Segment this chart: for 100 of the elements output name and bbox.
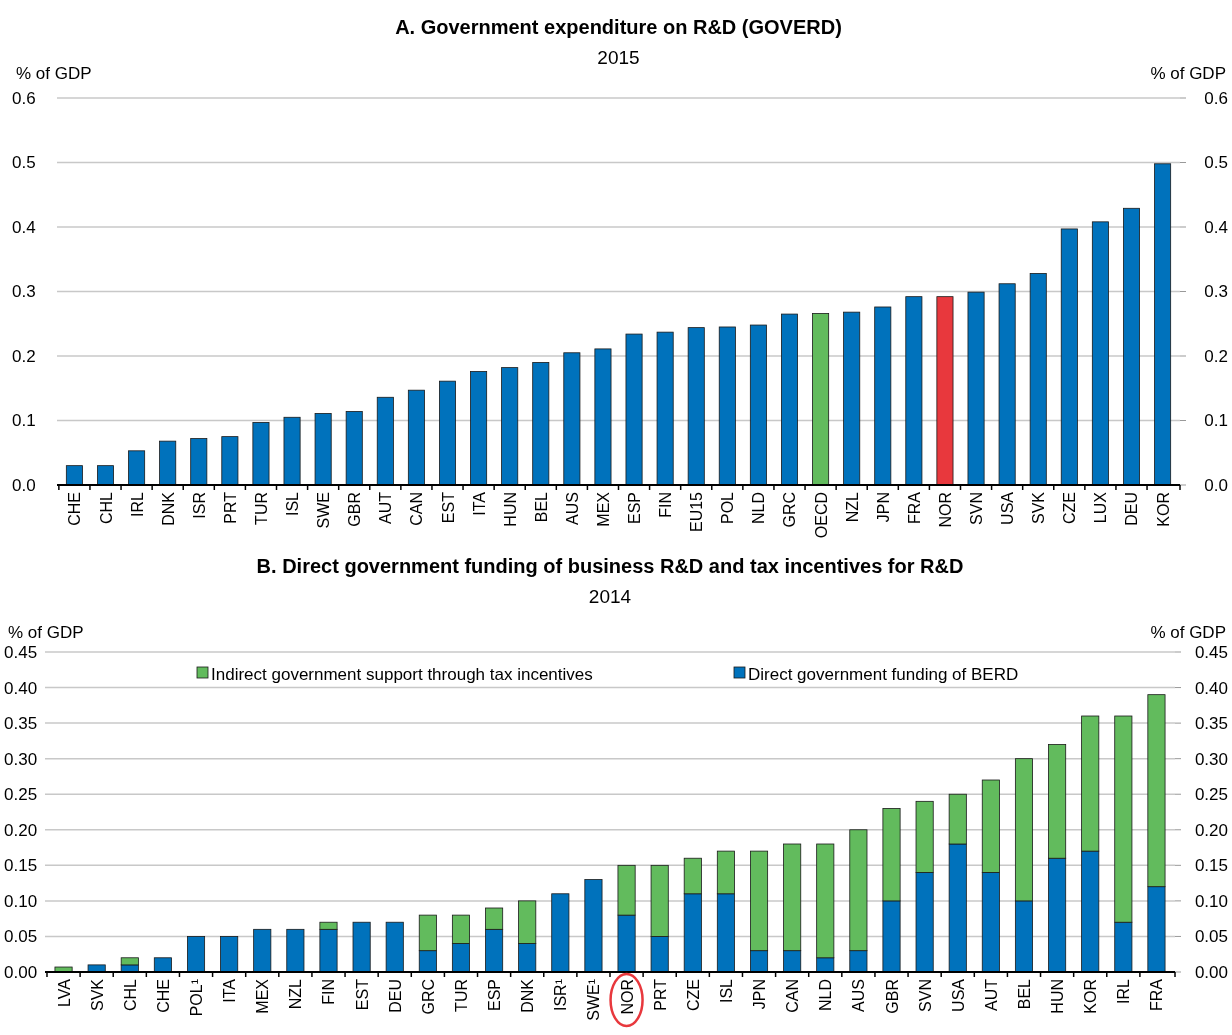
bar — [781, 313, 798, 486]
x-tick-label: ISR — [190, 492, 208, 519]
bar — [1154, 163, 1172, 486]
x-tick-label: USA — [949, 978, 967, 1012]
y2-tick-label: 0.15 — [1194, 856, 1228, 876]
x-tick-label: ISL — [284, 491, 302, 517]
x-tick-label: FRA — [1148, 978, 1166, 1011]
x-tick-label: SVK — [88, 978, 106, 1012]
x-tick-label: ESP — [486, 979, 504, 1012]
y-tick-label: 0.5 — [12, 153, 36, 173]
x-tick-label: SWE — [315, 492, 333, 529]
x-tick-label: SVK — [1030, 491, 1048, 525]
bar — [159, 440, 177, 486]
legend-label: Direct government funding of BERD — [748, 664, 1019, 684]
bar — [190, 438, 208, 486]
x-tick-label: SWE¹ — [585, 979, 603, 1021]
x-tick-label: OECD — [812, 492, 830, 539]
y-tick-label: 0.15 — [4, 856, 38, 876]
bar — [718, 326, 736, 486]
bar — [220, 936, 239, 973]
y2-axis-title: % of GDP — [1150, 623, 1226, 642]
y-tick-label: 0.45 — [4, 642, 38, 662]
y-axis-title: % of GDP — [8, 623, 84, 642]
y-tick-label: 0.2 — [12, 346, 36, 366]
bar — [1060, 228, 1078, 486]
x-tick-label: DNK — [519, 978, 537, 1013]
x-tick-label: POL¹ — [188, 979, 206, 1017]
chart-title: A. Government expenditure on R&D (GOVERD) — [395, 16, 842, 38]
bar — [187, 936, 206, 973]
x-tick-label: TUR — [252, 492, 270, 525]
bar — [376, 396, 394, 486]
y2-tick-label: 0.10 — [1194, 891, 1228, 911]
chart-subtitle: 2014 — [588, 586, 632, 607]
bar — [283, 416, 301, 486]
x-tick-label: GBR — [346, 492, 364, 527]
bar — [594, 348, 612, 486]
x-tick-label: CHL — [97, 491, 115, 525]
y-tick-label: 0.3 — [12, 282, 36, 302]
x-tick-label: NZL — [843, 491, 861, 523]
x-tick-label: JPN — [751, 979, 769, 1010]
chart-title: B. Direct government funding of business R&D and tax incentives for R&D — [256, 555, 964, 577]
bar — [563, 352, 581, 486]
x-tick-label: NOR — [618, 979, 636, 1015]
y-tick-label: 0.05 — [4, 927, 38, 947]
y2-tick-label: 0.35 — [1194, 714, 1228, 734]
bar — [1091, 221, 1109, 486]
y2-tick-label: 0.20 — [1194, 820, 1228, 840]
x-tick-label: NLD — [817, 979, 835, 1012]
bar — [352, 921, 371, 973]
bar — [584, 879, 603, 973]
x-tick-label: DEU — [1123, 492, 1141, 526]
x-tick-label: USA — [999, 491, 1017, 525]
bar — [656, 331, 674, 486]
y-tick-label: 0.10 — [4, 891, 38, 911]
x-tick-label: GRC — [419, 979, 437, 1015]
x-tick-label: HUN — [501, 492, 519, 527]
x-tick-label: LVA — [55, 978, 73, 1007]
y-tick-label: 0.35 — [4, 714, 38, 734]
x-tick-label: CZE — [1061, 492, 1079, 524]
bar — [501, 367, 519, 486]
bar — [936, 296, 954, 486]
x-tick-label: GBR — [883, 979, 901, 1014]
x-tick-label: AUT — [982, 978, 1000, 1011]
y2-tick-label: 0.5 — [1204, 153, 1228, 173]
x-tick-label: ITA — [470, 491, 488, 516]
chart-subtitle: 2015 — [597, 47, 640, 68]
y2-tick-label: 0.30 — [1194, 749, 1228, 769]
y2-axis-title: % of GDP — [1150, 64, 1226, 83]
bar — [905, 296, 923, 486]
bar — [874, 306, 892, 486]
y2-tick-label: 0.0 — [1204, 475, 1228, 495]
x-tick-label: ITA — [221, 978, 239, 1003]
x-tick-label: FIN — [320, 979, 338, 1005]
x-tick-label: SVN — [968, 492, 986, 525]
bar — [470, 371, 488, 486]
x-tick-label: HUN — [1049, 979, 1067, 1014]
bar — [252, 422, 270, 486]
bar — [345, 411, 363, 486]
y2-tick-label: 0.4 — [1204, 217, 1228, 237]
x-tick-label: EU15 — [688, 491, 706, 533]
y2-tick-label: 0.2 — [1204, 346, 1228, 366]
y2-tick-label: 0.40 — [1194, 678, 1228, 698]
bar — [812, 313, 830, 486]
x-tick-label: NOR — [936, 492, 954, 528]
bar — [153, 957, 172, 973]
bar — [687, 327, 705, 486]
bar — [843, 311, 861, 486]
bar — [407, 389, 425, 486]
y2-tick-label: 0.05 — [1194, 927, 1228, 947]
bar — [128, 450, 146, 486]
x-tick-label: MEX — [254, 978, 272, 1014]
x-tick-label: CHL — [121, 978, 139, 1012]
x-tick-label: CHE — [154, 979, 172, 1013]
x-tick-label: TUR — [452, 979, 470, 1012]
x-tick-label: PRT — [651, 978, 669, 1011]
x-tick-label: BEL — [532, 491, 550, 523]
y-axis-title: % of GDP — [16, 64, 92, 83]
x-tick-label: EST — [353, 978, 371, 1011]
bar — [54, 966, 73, 973]
x-tick-label: NLD — [750, 492, 768, 525]
